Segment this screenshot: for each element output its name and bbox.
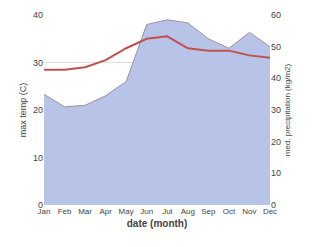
svg-text:Jul: Jul <box>162 207 172 216</box>
svg-text:Apr: Apr <box>99 207 112 216</box>
svg-text:Dec: Dec <box>263 207 277 216</box>
svg-text:0: 0 <box>271 200 276 210</box>
svg-text:20: 20 <box>33 105 43 115</box>
svg-text:date (month): date (month) <box>127 218 188 229</box>
svg-text:60: 60 <box>271 10 281 20</box>
svg-text:10: 10 <box>271 168 281 178</box>
svg-text:Aug: Aug <box>181 207 195 216</box>
svg-text:30: 30 <box>271 105 281 115</box>
svg-text:10: 10 <box>33 153 43 163</box>
svg-text:30: 30 <box>33 58 43 68</box>
svg-text:Sep: Sep <box>201 207 216 216</box>
svg-text:Mar: Mar <box>78 207 92 216</box>
svg-text:20: 20 <box>271 137 281 147</box>
svg-text:Jun: Jun <box>140 207 153 216</box>
svg-text:Nov: Nov <box>242 207 256 216</box>
svg-text:Jan: Jan <box>38 207 51 216</box>
svg-text:40: 40 <box>33 10 43 20</box>
svg-text:med. precipitation (kg/m2): med. precipitation (kg/m2) <box>283 63 292 156</box>
svg-text:May: May <box>119 207 134 216</box>
svg-text:50: 50 <box>271 42 281 52</box>
svg-text:Oct: Oct <box>223 207 236 216</box>
svg-text:max temp (C): max temp (C) <box>18 83 28 138</box>
svg-text:Feb: Feb <box>58 207 72 216</box>
svg-text:40: 40 <box>271 73 281 83</box>
svg-text:0: 0 <box>38 200 43 210</box>
